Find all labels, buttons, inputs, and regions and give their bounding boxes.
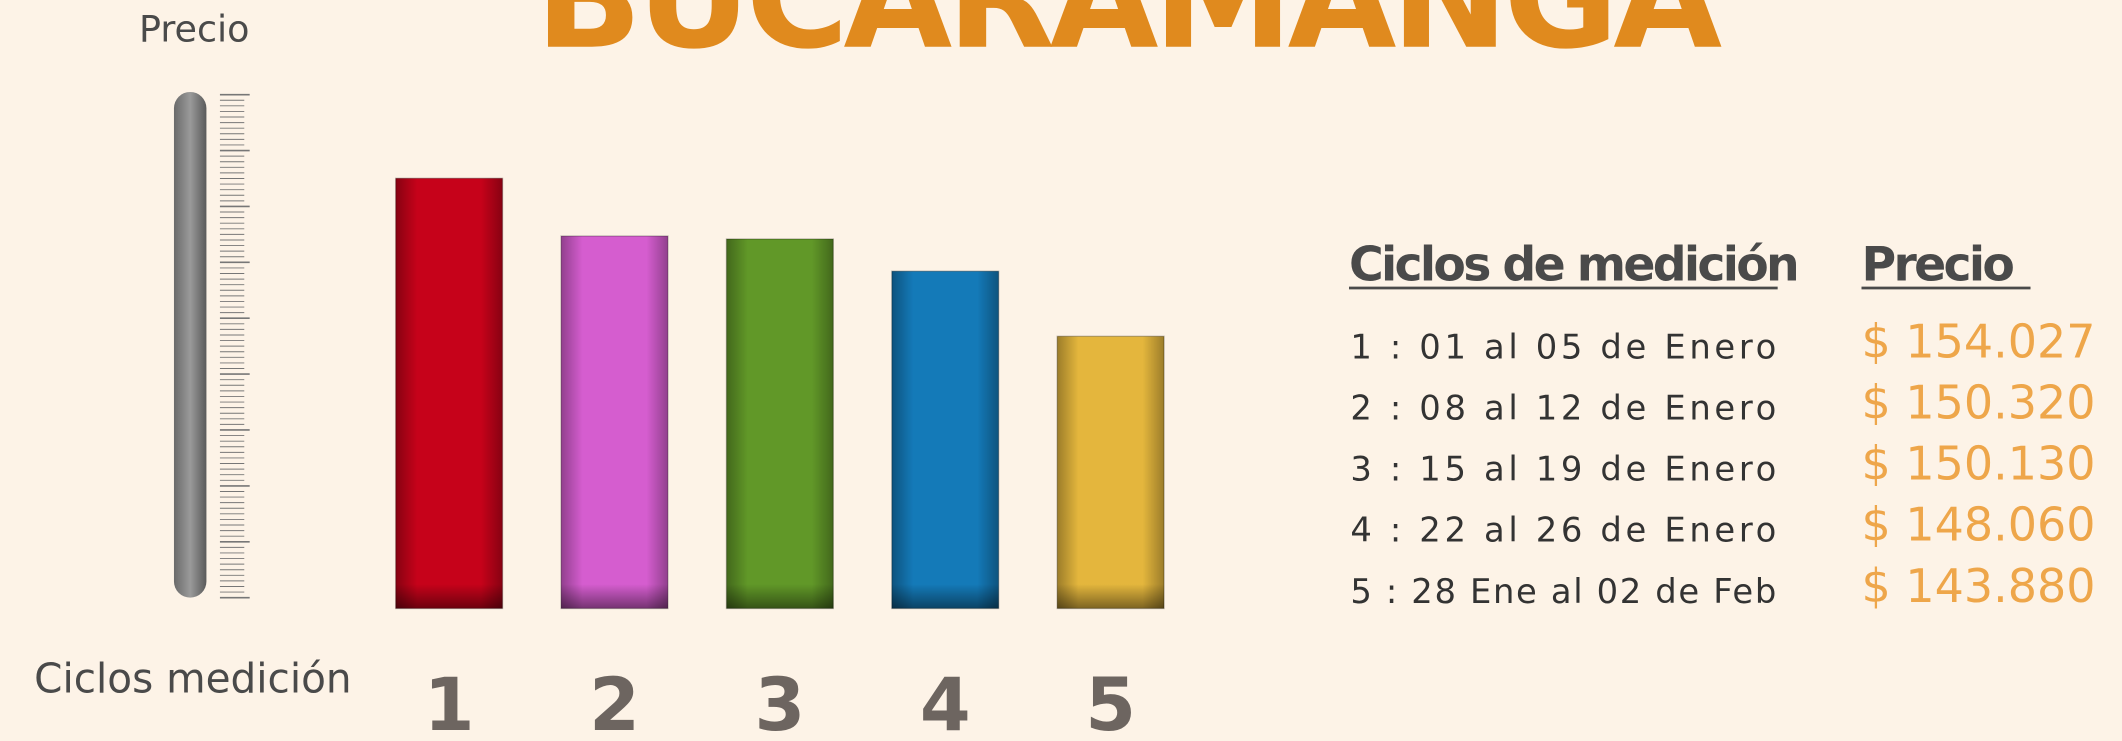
x-tick-label: 2	[589, 663, 640, 741]
ruler-rod	[173, 91, 207, 598]
bar-shade	[726, 238, 834, 609]
chart-title: BUCARAMANGA	[535, 0, 1722, 81]
ruler	[219, 93, 250, 599]
price-label: $ 148.060	[1861, 498, 2095, 552]
x-tick-label: 1	[424, 663, 475, 741]
bar-shade	[561, 584, 668, 609]
bar-shade	[726, 584, 834, 609]
x-tick-label: 5	[1085, 663, 1136, 741]
table-row-label: 1 : 01 al 05 de Enero	[1350, 327, 1776, 366]
bar-shade	[395, 584, 503, 609]
price-label: $ 143.880	[1861, 559, 2095, 613]
bar-shade	[891, 584, 999, 609]
table-row-label: 3 : 15 al 19 de Enero	[1350, 450, 1776, 489]
price-label: $ 150.130	[1861, 437, 2095, 491]
price-label: $ 150.320	[1861, 375, 2095, 429]
x-tick-label: 3	[754, 663, 805, 741]
bar-shade	[561, 236, 668, 609]
table-row-label: 4 : 22 al 26 de Enero	[1350, 511, 1776, 550]
table-header: Ciclos de medición	[1349, 238, 1797, 293]
bar-shade	[395, 178, 503, 609]
table-row-label: 2 : 08 al 12 de Enero	[1350, 388, 1776, 427]
x-tick-label: 4	[920, 663, 971, 741]
bar-shade	[1057, 584, 1165, 609]
table-header: Precio	[1861, 238, 2013, 293]
y-axis-label: Precio	[139, 8, 250, 51]
bar-shade	[891, 271, 999, 609]
bar-shade	[1057, 336, 1165, 609]
table-row-label: 5 : 28 Ene al 02 de Feb	[1350, 572, 1776, 611]
x-axis-label: Ciclos medición	[34, 655, 351, 703]
price-label: $ 154.027	[1861, 314, 2095, 368]
